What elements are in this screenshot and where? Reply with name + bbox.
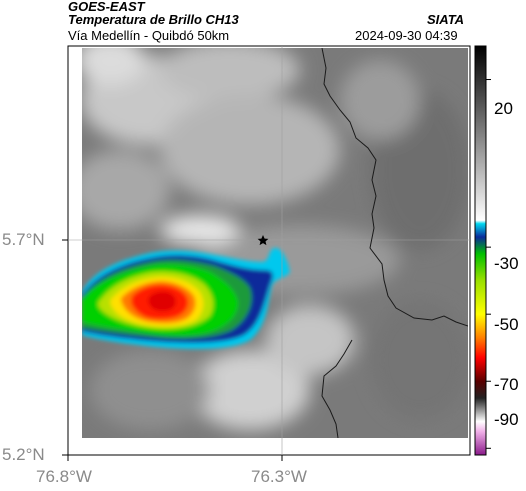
lon-tick-label: 76.8°W bbox=[36, 467, 92, 486]
lat-tick-label: 5.7°N bbox=[2, 230, 45, 249]
map-gridlines bbox=[68, 46, 470, 455]
satellite-title: GOES-EAST bbox=[68, 0, 145, 14]
region-subtitle: Vía Medellín - Quibdó 50km bbox=[68, 28, 230, 43]
colorbar-tick-label: 20 bbox=[494, 99, 513, 118]
lon-tick-label: 76.3°W bbox=[251, 467, 307, 486]
colorbar-tick-label: -50 bbox=[494, 315, 519, 334]
colorbar-gradient bbox=[474, 45, 487, 456]
star-marker bbox=[257, 235, 269, 246]
timestamp-label: 2024-09-30 04:39 bbox=[355, 28, 458, 43]
lat-tick-label: 5.2°N bbox=[2, 445, 45, 464]
product-title: Temperatura de Brillo CH13 bbox=[68, 12, 239, 27]
colorbar-tick-label: -90 bbox=[494, 410, 519, 429]
colorbar-tick-label: -30 bbox=[494, 254, 519, 273]
axis-ticks bbox=[62, 239, 283, 461]
department-boundaries bbox=[321, 48, 468, 438]
colorbar-ticks bbox=[486, 79, 491, 449]
colorbar-tick-label: -70 bbox=[494, 375, 519, 394]
brightness-temperature-field bbox=[82, 48, 468, 438]
colorbar bbox=[474, 45, 491, 456]
organization-label: SIATA bbox=[427, 12, 465, 27]
